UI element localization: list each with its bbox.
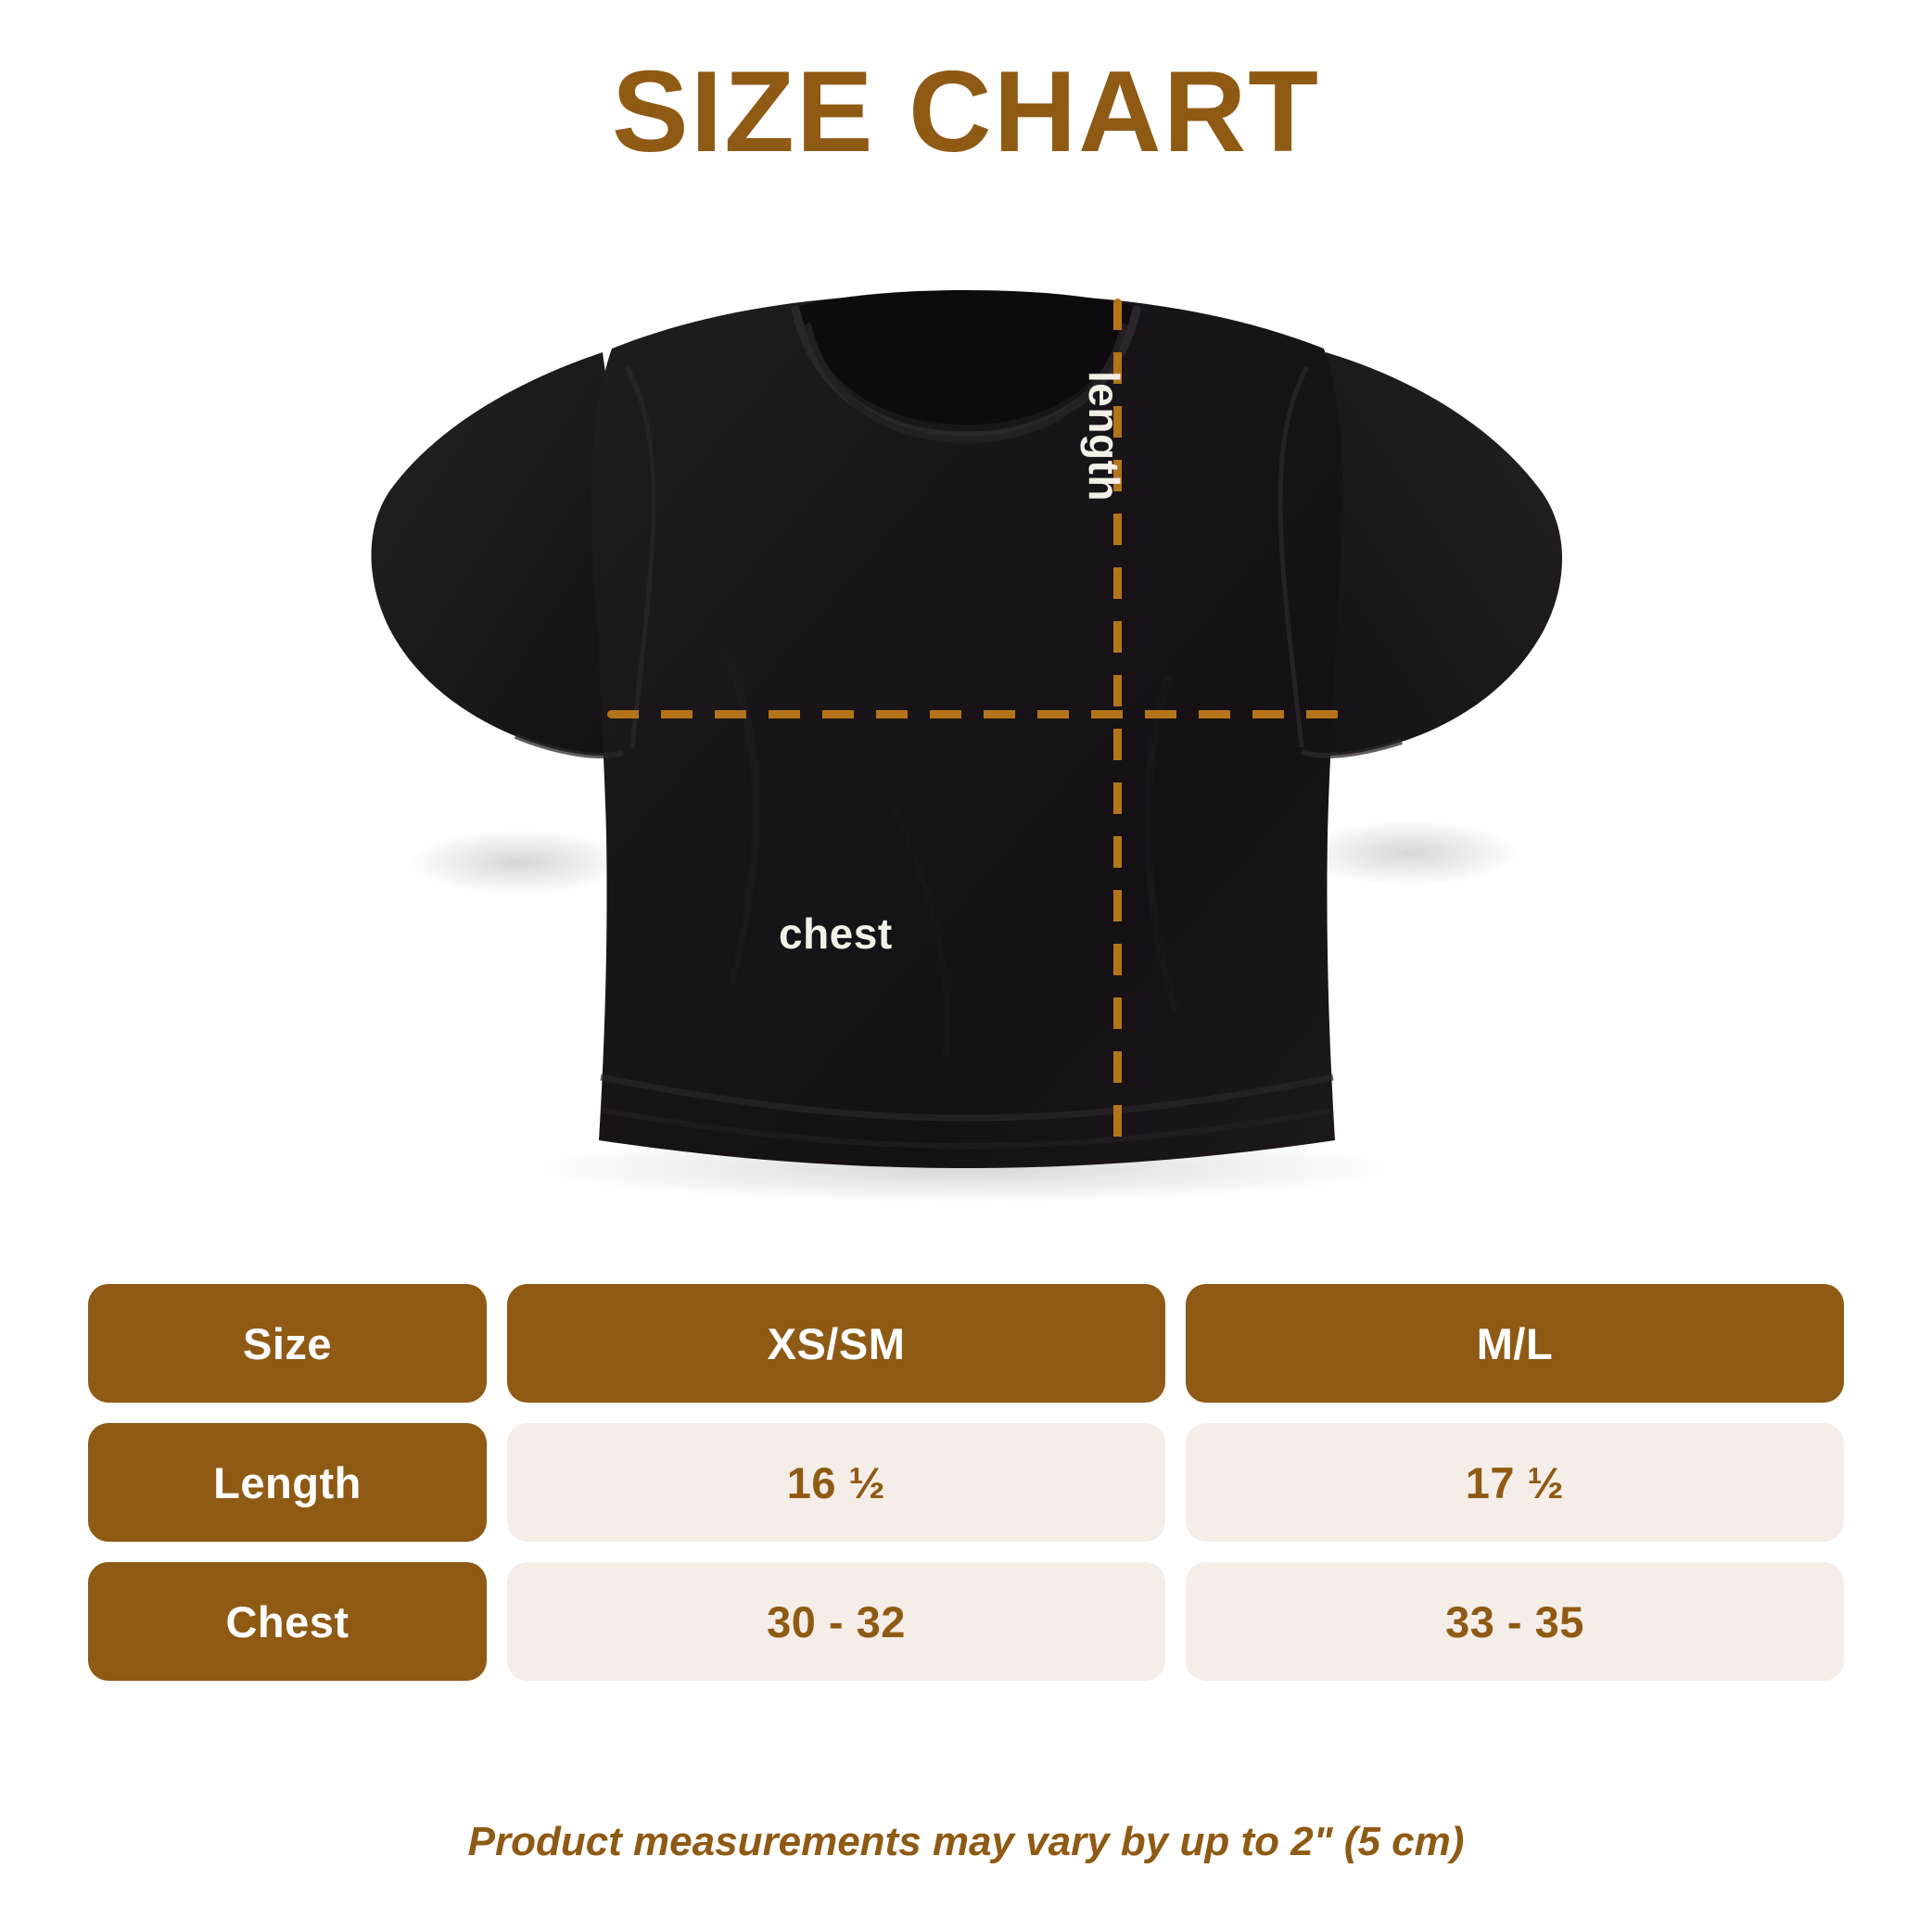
row-label-chest: Chest: [88, 1562, 487, 1681]
table-row: Length 16 ½ 17 ½: [88, 1423, 1844, 1542]
cell-chest-xs-sm: 30 - 32: [507, 1562, 1165, 1681]
length-label: length: [1080, 371, 1128, 502]
measurement-disclaimer: Product measurements may vary by up to 2…: [467, 1819, 1465, 1864]
header-cell-size: Size: [88, 1284, 487, 1403]
table-row: Chest 30 - 32 33 - 35: [88, 1562, 1844, 1681]
row-label-length: Length: [88, 1423, 487, 1542]
page-title: SIZE CHART: [612, 48, 1320, 176]
header-cell-m-l: M/L: [1186, 1284, 1844, 1403]
table-header-row: Size XS/SM M/L: [88, 1284, 1844, 1403]
chest-label: chest: [779, 909, 893, 958]
tshirt-graphic: [371, 290, 1563, 1203]
size-table: Size XS/SM M/L Length 16 ½ 17 ½ Chest 30…: [88, 1284, 1844, 1681]
length-measure-line: [1113, 299, 1122, 1156]
cell-length-m-l: 17 ½: [1186, 1423, 1844, 1542]
cell-length-xs-sm: 16 ½: [507, 1423, 1165, 1542]
garment-illustration: chest length: [0, 278, 1932, 1214]
cell-chest-m-l: 33 - 35: [1186, 1562, 1844, 1681]
header-cell-xs-sm: XS/SM: [507, 1284, 1165, 1403]
chest-measure-line: [607, 710, 1340, 718]
